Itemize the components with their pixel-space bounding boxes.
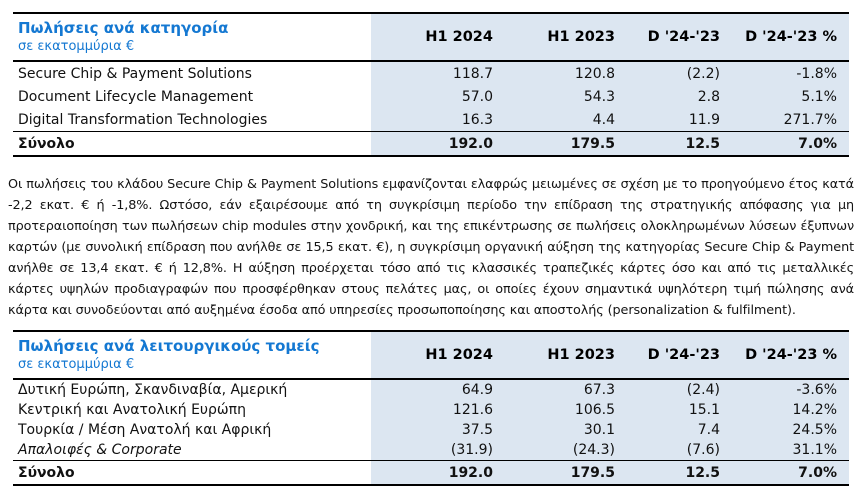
table-unit-subtitle: σε εκατομμύρια € (18, 357, 135, 372)
cell-value: 15.1 (627, 400, 732, 420)
cell-value: (2.4) (627, 379, 732, 400)
cell-value: 271.7% (732, 108, 849, 132)
cell-value: 67.3 (505, 379, 627, 400)
cell-value: 37.5 (371, 420, 505, 440)
cell-value: (2.2) (627, 61, 732, 85)
table-row: Digital Transformation Technologies 16.3… (13, 108, 849, 132)
total-value: 12.5 (627, 460, 732, 485)
cell-value: 121.6 (371, 400, 505, 420)
total-value: 179.5 (505, 131, 627, 156)
cell-value: 24.5% (732, 420, 849, 440)
cell-value: 16.3 (371, 108, 505, 132)
table-title: Πωλήσεις ανά κατηγορία (18, 19, 229, 37)
cell-value: 57.0 (371, 85, 505, 108)
column-header-h1-2023: H1 2023 (505, 13, 627, 62)
cell-value: 106.5 (505, 400, 627, 420)
table-row: Τουρκία / Μέση Ανατολή και Αφρική 37.5 3… (13, 420, 849, 440)
cell-value: (31.9) (371, 440, 505, 461)
cell-value: (24.3) (505, 440, 627, 461)
column-header-delta: D '24-'23 (627, 331, 732, 380)
row-label: Κεντρική και Ανατολική Ευρώπη (13, 400, 371, 420)
table-title-cell: Πωλήσεις ανά λειτουργικούς τομείς σε εκα… (13, 331, 371, 380)
cell-value: 31.1% (732, 440, 849, 461)
cell-value: -3.6% (732, 379, 849, 400)
cell-value: 11.9 (627, 108, 732, 132)
row-label: Δυτική Ευρώπη, Σκανδιναβία, Αμερική (13, 379, 371, 400)
cell-value: 7.4 (627, 420, 732, 440)
total-label: Σύνολο (13, 131, 371, 156)
total-value: 7.0% (732, 131, 849, 156)
row-label: Τουρκία / Μέση Ανατολή και Αφρική (13, 420, 371, 440)
total-value: 7.0% (732, 460, 849, 485)
cell-value: 2.8 (627, 85, 732, 108)
table-total-row: Σύνολο 192.0 179.5 12.5 7.0% (13, 131, 849, 156)
cell-value: (7.6) (627, 440, 732, 461)
cell-value: 118.7 (371, 61, 505, 85)
cell-value: 54.3 (505, 85, 627, 108)
total-value: 12.5 (627, 131, 732, 156)
total-value: 179.5 (505, 460, 627, 485)
cell-value: 4.4 (505, 108, 627, 132)
table-header-row: Πωλήσεις ανά λειτουργικούς τομείς σε εκα… (13, 331, 849, 380)
cell-value: 64.9 (371, 379, 505, 400)
table-row: Document Lifecycle Management 57.0 54.3 … (13, 85, 849, 108)
total-value: 192.0 (371, 131, 505, 156)
column-header-h1-2023: H1 2023 (505, 331, 627, 380)
table-header-row: Πωλήσεις ανά κατηγορία σε εκατομμύρια € … (13, 13, 849, 62)
column-header-delta-pct: D '24-'23 % (732, 331, 849, 380)
column-header-delta: D '24-'23 (627, 13, 732, 62)
commentary-paragraph: Οι πωλήσεις του κλάδου Secure Chip & Pay… (8, 177, 854, 318)
row-label: Secure Chip & Payment Solutions (13, 61, 371, 85)
table-title-cell: Πωλήσεις ανά κατηγορία σε εκατομμύρια € (13, 13, 371, 62)
cell-value: 14.2% (732, 400, 849, 420)
cell-value: -1.8% (732, 61, 849, 85)
row-label: Απαλοιφές & Corporate (13, 440, 371, 461)
cell-value: 120.8 (505, 61, 627, 85)
total-value: 192.0 (371, 460, 505, 485)
table-row: Κεντρική και Ανατολική Ευρώπη 121.6 106.… (13, 400, 849, 420)
column-header-h1-2024: H1 2024 (371, 331, 505, 380)
table-total-row: Σύνολο 192.0 179.5 12.5 7.0% (13, 460, 849, 485)
column-header-delta-pct: D '24-'23 % (732, 13, 849, 62)
total-label: Σύνολο (13, 460, 371, 485)
table-row-eliminations: Απαλοιφές & Corporate (31.9) (24.3) (7.6… (13, 440, 849, 461)
sales-by-segment-table: Πωλήσεις ανά λειτουργικούς τομείς σε εκα… (13, 330, 849, 486)
cell-value: 30.1 (505, 420, 627, 440)
table-row: Secure Chip & Payment Solutions 118.7 12… (13, 61, 849, 85)
table-unit-subtitle: σε εκατομμύρια € (18, 39, 135, 54)
row-label: Document Lifecycle Management (13, 85, 371, 108)
column-header-h1-2024: H1 2024 (371, 13, 505, 62)
table-title: Πωλήσεις ανά λειτουργικούς τομείς (18, 337, 320, 355)
row-label: Digital Transformation Technologies (13, 108, 371, 132)
sales-by-category-table: Πωλήσεις ανά κατηγορία σε εκατομμύρια € … (13, 12, 849, 157)
table-row: Δυτική Ευρώπη, Σκανδιναβία, Αμερική 64.9… (13, 379, 849, 400)
cell-value: 5.1% (732, 85, 849, 108)
